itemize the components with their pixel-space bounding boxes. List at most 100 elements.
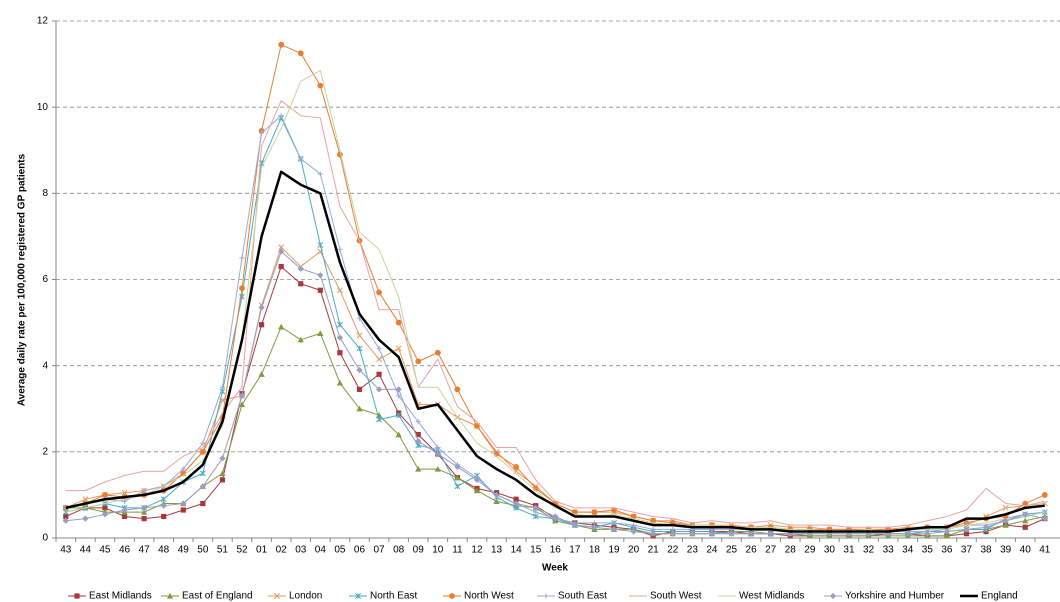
x-tick-label: 50 (197, 545, 209, 556)
x-tick-label: 18 (589, 545, 601, 556)
marker (513, 464, 520, 470)
marker (904, 530, 911, 537)
marker (493, 498, 500, 504)
marker (278, 263, 284, 270)
marker (336, 287, 343, 294)
marker (829, 592, 837, 600)
marker (62, 517, 69, 524)
marker (454, 483, 461, 490)
marker (611, 520, 617, 526)
legend-label: East of England (182, 591, 253, 602)
x-tick-label: 29 (804, 545, 816, 556)
series-line (65, 170, 1045, 533)
marker (434, 450, 441, 458)
marker (963, 531, 970, 537)
x-tick-label: 26 (746, 545, 758, 556)
marker (180, 500, 187, 507)
y-tick-label: 8 (42, 188, 48, 199)
marker (356, 345, 363, 352)
marker (1022, 511, 1029, 518)
marker (963, 526, 970, 533)
marker (1002, 504, 1009, 511)
marker (395, 412, 402, 419)
marker (297, 265, 304, 272)
marker (728, 530, 735, 537)
marker (1041, 515, 1048, 522)
marker (317, 330, 324, 336)
marker (258, 371, 265, 377)
x-tick-label: 36 (941, 545, 953, 556)
marker (395, 386, 402, 393)
marker (258, 130, 265, 136)
marker (513, 496, 519, 502)
marker (161, 513, 167, 520)
marker (473, 487, 481, 494)
legend-label: East Midlands (89, 591, 152, 602)
marker (434, 349, 441, 356)
marker (356, 366, 363, 374)
marker (1041, 492, 1048, 498)
marker (317, 82, 324, 89)
y-tick-label: 2 (42, 446, 48, 457)
legend-label: England (981, 591, 1018, 602)
marker (591, 509, 598, 516)
marker (943, 528, 950, 535)
marker (650, 530, 657, 537)
marker (160, 502, 167, 509)
marker (141, 516, 147, 522)
marker (454, 463, 461, 471)
marker (219, 470, 226, 476)
marker (317, 272, 324, 279)
marker (274, 593, 280, 599)
marker (238, 401, 246, 408)
marker (415, 437, 422, 445)
marker (415, 432, 421, 438)
marker (395, 319, 402, 326)
x-tick-label: 45 (99, 545, 111, 556)
x-tick-label: 01 (256, 545, 268, 556)
x-tick-label: 04 (315, 545, 327, 556)
marker (82, 515, 89, 522)
marker (199, 483, 206, 490)
marker (396, 393, 402, 399)
legend-label: North West (464, 591, 514, 602)
x-tick-label: 30 (824, 545, 836, 556)
marker (180, 466, 186, 472)
x-tick-label: 40 (1020, 545, 1032, 556)
marker (982, 524, 990, 531)
x-axis-title: Week (542, 563, 568, 574)
marker (376, 289, 382, 296)
marker (102, 505, 108, 511)
marker (356, 386, 363, 392)
marker (1022, 524, 1028, 530)
y-axis-title: Average daily rate per 100,000 registere… (17, 153, 28, 406)
x-tick-label: 39 (1000, 545, 1012, 556)
series-line (65, 115, 1045, 533)
x-tick-label: 46 (119, 545, 131, 556)
marker (415, 419, 421, 425)
x-tick-label: 35 (922, 545, 934, 556)
y-tick-label: 10 (37, 102, 49, 113)
x-tick-label: 24 (706, 545, 718, 556)
marker (355, 593, 361, 599)
marker (395, 431, 402, 438)
marker (121, 506, 128, 514)
x-tick-label: 12 (471, 545, 483, 556)
x-tick-label: 34 (902, 545, 914, 556)
marker (336, 334, 344, 341)
marker (395, 345, 402, 352)
marker (435, 444, 441, 451)
marker (454, 474, 461, 481)
y-tick-label: 4 (42, 360, 48, 371)
marker (121, 513, 128, 520)
marker (493, 491, 500, 499)
marker (199, 470, 206, 477)
marker (747, 530, 755, 537)
marker (238, 392, 246, 399)
series-line (65, 246, 1045, 530)
marker (610, 526, 618, 533)
legend-label: South West (650, 591, 702, 602)
marker (689, 530, 696, 537)
marker (1002, 517, 1009, 524)
marker (298, 156, 304, 162)
